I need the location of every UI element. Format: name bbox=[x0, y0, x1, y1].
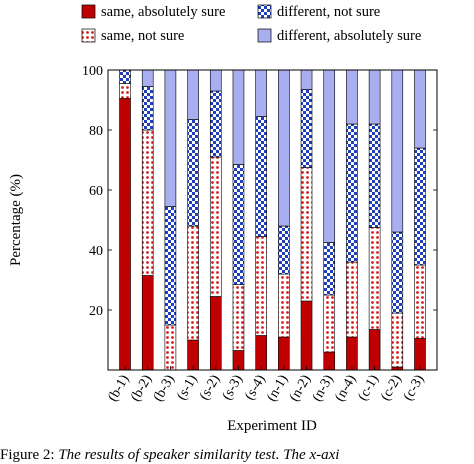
legend-swatch-3 bbox=[257, 4, 272, 19]
x-axis-label: Experiment ID bbox=[227, 418, 317, 434]
plot-frame bbox=[107, 69, 438, 371]
bar-segment-3-n-4 bbox=[346, 123, 358, 263]
bar-segment-2-n-2 bbox=[300, 167, 313, 302]
bar-segment-1-n-1 bbox=[278, 336, 290, 371]
legend: same, absolutely sure same, not sure diffe… bbox=[81, 4, 421, 44]
x-tick-label: (s-4) bbox=[242, 372, 268, 403]
bar-segment-3-n-2 bbox=[300, 89, 313, 168]
bar-segment-2-n-4 bbox=[346, 261, 358, 338]
bar-segment-2-b-1 bbox=[119, 83, 131, 99]
bar-segment-4-c-1 bbox=[368, 69, 381, 125]
y-tick-label: 100 bbox=[82, 64, 103, 79]
bar-segment-1-b-2 bbox=[141, 275, 154, 371]
x-tick-label: (n-4) bbox=[332, 372, 359, 404]
bar-segment-4-b-2 bbox=[141, 69, 154, 87]
bar-segment-3-b-3 bbox=[164, 206, 177, 326]
bar-segment-4-c-2 bbox=[391, 69, 404, 233]
bar-segment-3-n-3 bbox=[323, 242, 336, 296]
y-tick-label: 60 bbox=[89, 184, 103, 199]
bar-segment-3-b-1 bbox=[119, 69, 131, 84]
bars-group bbox=[119, 69, 426, 371]
x-tick-label: (b-2) bbox=[128, 372, 155, 404]
bar-segment-2-b-2 bbox=[141, 129, 154, 276]
bar-segment-2-c-2 bbox=[391, 312, 404, 368]
bar-segment-2-c-1 bbox=[368, 227, 381, 330]
bar-segment-4-s-4 bbox=[255, 69, 267, 117]
figure-caption: Figure 2: The results of speaker similar… bbox=[0, 447, 339, 464]
bar-segment-3-s-3 bbox=[232, 164, 245, 285]
legend-swatch-1 bbox=[81, 4, 96, 19]
legend-swatch-2 bbox=[81, 28, 96, 43]
bar-segment-4-n-2 bbox=[300, 69, 313, 90]
bar-segment-1-s-4 bbox=[255, 335, 267, 371]
bar-segment-3-c-3 bbox=[414, 147, 426, 266]
x-tick-label: (s-2) bbox=[197, 372, 223, 403]
bar-segment-2-s-1 bbox=[187, 225, 199, 341]
x-tick-label: (n-2) bbox=[287, 372, 314, 404]
x-tick-label: (n-3) bbox=[310, 372, 337, 404]
x-tick-label: (c-1) bbox=[355, 372, 382, 403]
legend-label-3: different, not sure bbox=[277, 4, 380, 20]
bar-segment-4-n-1 bbox=[278, 69, 290, 227]
y-tick-label: 80 bbox=[89, 124, 103, 139]
legend-label-1: same, absolutely sure bbox=[101, 4, 225, 20]
bar-segment-4-c-3 bbox=[414, 69, 426, 149]
bar-segment-3-c-2 bbox=[391, 231, 404, 314]
y-axis-label: Percentage (%) bbox=[8, 174, 24, 266]
bar-segment-1-c-3 bbox=[414, 338, 426, 371]
x-tick-label: (c-3) bbox=[401, 372, 428, 403]
bar-segment-3-n-1 bbox=[278, 225, 290, 275]
bar-segment-1-s-1 bbox=[187, 339, 199, 371]
bar-segment-2-s-3 bbox=[232, 284, 245, 351]
bar-segment-4-b-3 bbox=[164, 69, 177, 207]
legend-label-4: different, absolutely sure bbox=[277, 28, 421, 44]
x-tick-label: (s-1) bbox=[174, 372, 200, 403]
bar-segment-4-n-3 bbox=[323, 69, 336, 243]
x-tick-label: (b-3) bbox=[151, 372, 178, 404]
bar-segment-1-b-1 bbox=[119, 98, 131, 371]
bar-segment-3-s-2 bbox=[209, 90, 222, 158]
y-tick-label: 20 bbox=[89, 304, 103, 319]
x-tick-label: (b-1) bbox=[105, 372, 132, 404]
bar-segment-4-s-1 bbox=[187, 69, 199, 120]
bar-segment-3-c-1 bbox=[368, 123, 381, 228]
caption-text: The results of speaker similarity test. … bbox=[58, 447, 340, 463]
bar-segment-2-c-3 bbox=[414, 264, 426, 339]
bar-segment-2-n-3 bbox=[323, 294, 336, 353]
caption-label: Figure 2: bbox=[0, 447, 55, 463]
bar-segment-4-s-2 bbox=[209, 69, 222, 92]
bar-segment-2-s-2 bbox=[209, 156, 222, 297]
y-tick-label: 40 bbox=[89, 244, 103, 259]
legend-label-2: same, not sure bbox=[101, 28, 184, 44]
bar-segment-2-b-3 bbox=[164, 324, 177, 371]
bar-segment-3-s-4 bbox=[255, 116, 267, 237]
bar-segment-4-s-3 bbox=[232, 69, 245, 165]
bar-segment-2-n-1 bbox=[278, 273, 290, 338]
bar-segment-2-s-4 bbox=[255, 236, 267, 336]
bar-segment-3-s-1 bbox=[187, 119, 199, 227]
bar-segment-1-n-4 bbox=[346, 336, 358, 371]
x-tick-label: (n-1) bbox=[264, 372, 291, 404]
bar-segment-1-n-2 bbox=[300, 300, 313, 371]
x-tick-label: (c-2) bbox=[378, 372, 405, 403]
bar-segment-3-b-2 bbox=[141, 86, 154, 131]
x-tick-label: (s-3) bbox=[220, 372, 246, 403]
bar-segment-4-n-4 bbox=[346, 69, 358, 125]
bar-segment-1-c-1 bbox=[368, 329, 381, 371]
bar-segment-1-s-2 bbox=[209, 296, 222, 371]
legend-swatch-4 bbox=[257, 28, 272, 43]
